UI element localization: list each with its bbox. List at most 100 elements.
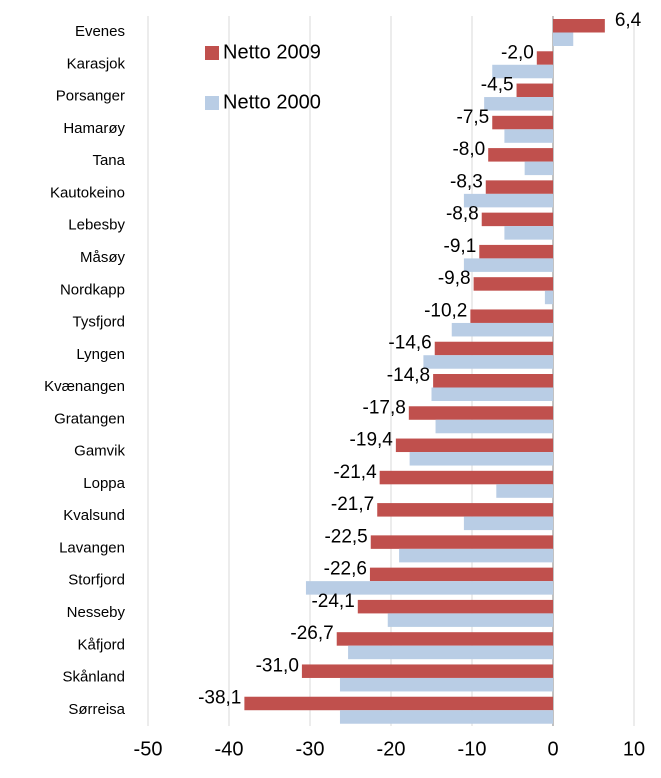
value-label: -22,5 (324, 526, 367, 547)
bar (488, 148, 553, 162)
category-label: Nesseby (67, 604, 126, 621)
legend-label: Netto 2000 (223, 91, 321, 113)
bar (553, 32, 574, 46)
category-label: Skånland (62, 669, 125, 686)
category-label: Sørreisa (68, 701, 125, 718)
bar (305, 581, 553, 595)
bar (496, 484, 553, 498)
x-tick-label: -10 (458, 738, 487, 760)
bar (423, 355, 553, 369)
value-label: -24,1 (311, 591, 354, 612)
bar (301, 664, 553, 678)
bar (399, 548, 553, 563)
x-tick-label: -50 (134, 738, 163, 760)
bar (470, 309, 553, 323)
bar (431, 387, 553, 401)
category-label: Kåfjord (77, 636, 125, 653)
x-tick-label: -40 (215, 738, 244, 760)
bar (479, 244, 553, 259)
value-label: -22,6 (324, 559, 367, 580)
bar (370, 535, 553, 549)
category-label: Evenes (75, 23, 125, 40)
value-label: -38,1 (198, 688, 241, 709)
bar (339, 710, 553, 724)
value-label: -14,8 (387, 365, 430, 386)
category-label: Gamvik (74, 443, 125, 460)
category-label: Tana (92, 152, 125, 169)
value-label: -19,4 (350, 430, 394, 451)
bar (336, 632, 553, 646)
category-label: Storfjord (68, 572, 125, 589)
bar (357, 599, 553, 614)
category-label: Loppa (83, 475, 125, 492)
value-label: -10,2 (424, 300, 467, 321)
bar (504, 226, 553, 240)
value-label: 6,4 (615, 10, 642, 31)
bar (473, 277, 553, 291)
bar (244, 696, 553, 711)
bar (492, 64, 553, 79)
category-label: Lyngen (76, 346, 125, 363)
value-label: -8,0 (452, 139, 485, 160)
legend-swatch (205, 96, 219, 110)
bar (433, 374, 553, 388)
value-label: -4,5 (481, 75, 514, 96)
bar (463, 193, 553, 208)
legend-label: Netto 2009 (223, 41, 321, 63)
legend-swatch (205, 46, 219, 60)
bar (434, 341, 553, 356)
bar (481, 212, 553, 227)
bar (395, 438, 553, 453)
bar (387, 613, 553, 627)
bar (553, 19, 605, 33)
bar (544, 290, 553, 305)
value-label: -26,7 (290, 623, 333, 644)
value-label: -7,5 (457, 107, 490, 128)
bar (339, 677, 553, 692)
category-label: Lavangen (59, 539, 125, 556)
category-label: Nordkapp (60, 281, 125, 298)
value-label: -9,8 (438, 268, 471, 289)
category-label: Kvalsund (63, 507, 125, 524)
value-label: -9,1 (444, 236, 477, 257)
bar (377, 503, 553, 517)
category-label: Porsanger (56, 88, 125, 105)
bar (409, 452, 553, 466)
x-tick-label: 10 (623, 738, 645, 760)
bar (504, 129, 553, 143)
value-label: -8,8 (446, 204, 479, 225)
bar (524, 161, 553, 176)
bar (348, 645, 553, 660)
bar (379, 470, 553, 485)
value-label: -2,0 (501, 42, 534, 63)
bar (408, 406, 553, 420)
bar (463, 258, 553, 272)
value-label: -14,6 (388, 333, 431, 354)
value-label: -21,7 (331, 494, 374, 515)
category-label: Lebesby (68, 217, 125, 234)
category-label: Hamarøy (63, 120, 125, 137)
value-label: -21,4 (333, 462, 377, 483)
x-tick-label: -20 (377, 738, 406, 760)
bar (492, 115, 553, 130)
value-label: -17,8 (363, 397, 406, 418)
value-label: -31,0 (256, 655, 299, 676)
category-label: Karasjok (67, 55, 126, 72)
category-label: Måsøy (80, 249, 126, 266)
category-label: Kautokeino (50, 184, 125, 201)
bar (451, 322, 553, 337)
category-label: Gratangen (54, 410, 125, 427)
x-tick-label: -30 (296, 738, 325, 760)
bar (484, 97, 553, 111)
bar (485, 180, 553, 194)
x-tick-label: 0 (547, 738, 558, 760)
bar (369, 567, 553, 582)
category-label: Tysfjord (72, 314, 125, 331)
bar (536, 51, 553, 65)
value-label: -8,3 (450, 171, 483, 192)
category-label: Kvænangen (44, 378, 125, 395)
bar (463, 516, 553, 531)
bar (516, 83, 553, 98)
bar (435, 419, 553, 434)
